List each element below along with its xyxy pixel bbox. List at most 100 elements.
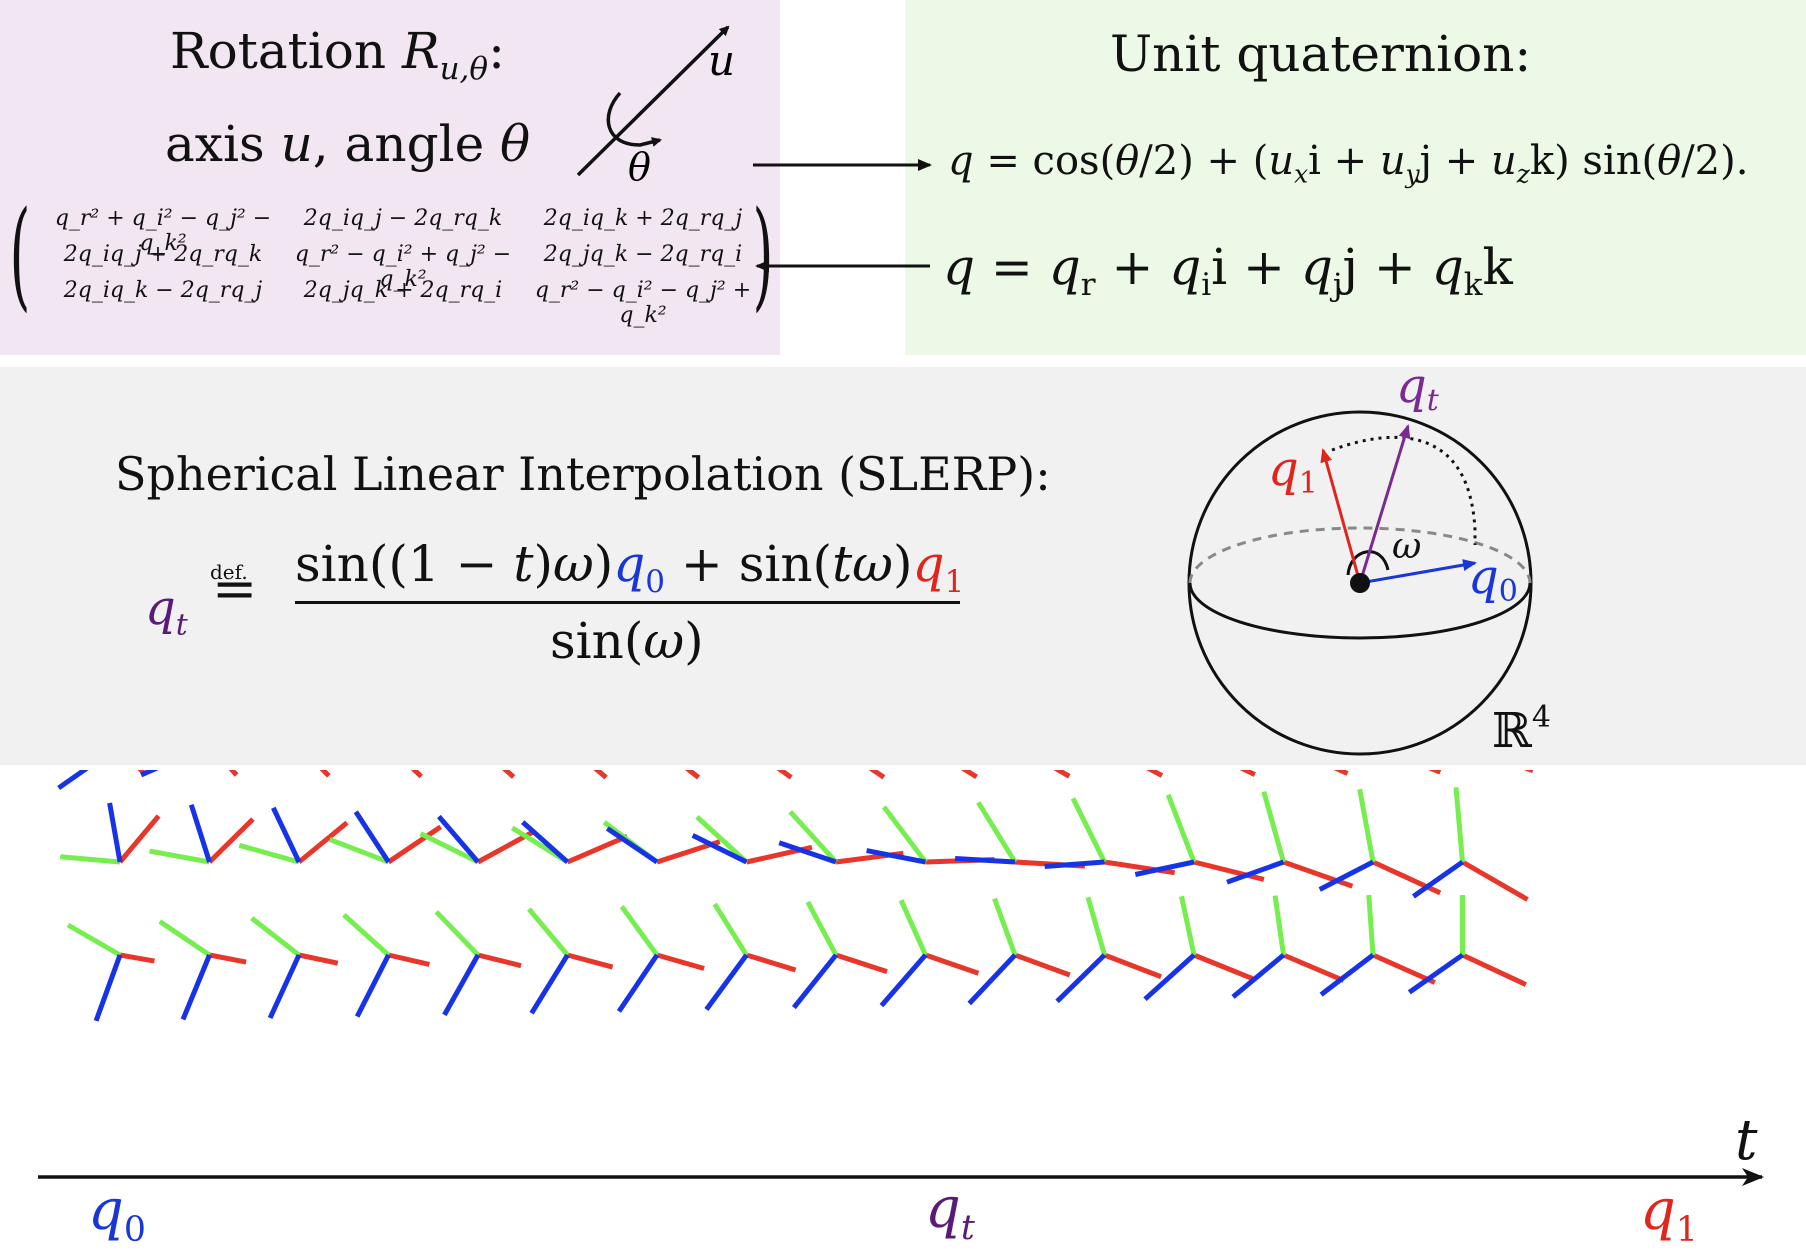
frame-axis-r (1146, 770, 1164, 778)
frame-axis-r (1103, 952, 1162, 980)
frame-axis-r (410, 770, 423, 779)
matrix-cell: 2q_jq_k + 2q_rq_i (303, 278, 503, 303)
sphere-center (1350, 573, 1370, 593)
frame-axis-b (704, 953, 749, 1011)
frame-axis-r (960, 770, 978, 780)
frame-axis-g (238, 842, 300, 865)
frame-axis-b (529, 953, 570, 1015)
frame-axis-g (250, 916, 301, 957)
frame-axis-r (118, 814, 161, 864)
frame-axis-g (59, 854, 121, 865)
mid-qt-label: qt (925, 1176, 975, 1249)
quaternion-components-equation: q = qr + qii + qjj + qkk (943, 238, 1513, 303)
frame-axis-g (992, 897, 1018, 956)
frame-axis-b (93, 954, 123, 1022)
frame-axis-b (437, 814, 480, 864)
frame-axis-r (119, 952, 155, 964)
frame-axis-b (1231, 953, 1286, 999)
frame-axis-r (319, 770, 331, 778)
matrix-left-paren: ( (9, 185, 31, 323)
frame-axis-r (924, 952, 980, 976)
slerp-panel (0, 367, 1806, 765)
frame-axis-b (354, 953, 391, 1018)
rotation-title: Rotation Ru,θ: (170, 22, 505, 87)
frame-axis-r (566, 834, 629, 865)
matrix-cell: 2q_iq_j + 2q_rq_k (63, 242, 263, 267)
frame-axis-g (149, 848, 210, 865)
frame-axis-b (967, 953, 1017, 1006)
frame-axis-b (57, 770, 89, 791)
frame-axis-b (267, 953, 302, 1020)
frame-axis-b (1411, 859, 1464, 899)
frame-axis-r (1193, 859, 1265, 882)
frame-axis-b (1044, 859, 1105, 869)
frame-axis-r (868, 770, 886, 780)
frame-axis-b (180, 954, 212, 1021)
frame-axis-r (1333, 770, 1349, 776)
frame-axis-r (684, 770, 701, 780)
quaternion-panel (905, 0, 1806, 355)
frame-axis-g (898, 899, 928, 957)
axis-u-label: u (708, 36, 735, 85)
frame-axis-g (1272, 895, 1286, 956)
frame-axis-b (691, 833, 748, 865)
frame-axis-b (879, 953, 928, 1008)
frame-axis-g (1179, 895, 1197, 956)
omega-angle-arc (1346, 550, 1390, 576)
frame-axis-r (1282, 859, 1354, 889)
frame-axis-b (107, 802, 123, 863)
frame-axis-b (866, 848, 926, 865)
frame-axis-r (228, 770, 239, 777)
omega-label: ω (1392, 526, 1421, 567)
frame-axis-r (745, 952, 797, 973)
end-q1-label: q1 (1640, 1178, 1698, 1250)
rotation-matrix: ( ) q_r² + q_i² − q_j² − q_k² 2q_iq_j − … (10, 194, 774, 328)
slerp-lhs: qt (145, 580, 188, 643)
matrix-cell: 2q_jq_k − 2q_rq_i (543, 242, 743, 267)
frame-axis-r (1239, 770, 1256, 777)
matrix-cell: 2q_iq_k + 2q_rq_j (543, 206, 743, 231)
frame-axis-b (1134, 859, 1195, 877)
frame-axis-g (1085, 896, 1107, 956)
frame-axis-b (605, 826, 659, 865)
frame-axis-b (188, 804, 212, 863)
frame-axis-r (593, 770, 608, 780)
rotation-subtitle: axis u, angle θ (165, 115, 531, 173)
start-q0-label: q0 (88, 1178, 146, 1250)
frame-axis-b (616, 953, 660, 1013)
frame-axis-b (778, 840, 837, 865)
frame-axis-b (1319, 953, 1375, 997)
slerp-denominator: sin(ω) (550, 612, 704, 670)
q1-label: q1 (1268, 441, 1318, 501)
frame-axis-b (521, 820, 570, 864)
frame-axis-r (1282, 952, 1345, 983)
frame-axis-g (712, 902, 749, 957)
frame-axis-r (835, 952, 888, 974)
time-axis-label: t (1735, 1108, 1758, 1173)
frame-axis-g (434, 910, 480, 957)
frame-axis-b (1407, 952, 1464, 995)
q1-vector (1320, 448, 1362, 584)
frame-interpolation-strip (38, 770, 1764, 1186)
frame-axis-g (1070, 797, 1107, 864)
slerp-def-equals: = (212, 557, 258, 620)
frame-axis-b (954, 856, 1016, 865)
frame-axis-b (442, 953, 481, 1017)
sphere-equator-front (1188, 582, 1532, 640)
frame-axis-r (1523, 770, 1534, 774)
frame-axis-b (791, 953, 838, 1010)
frame-axis-g (1453, 787, 1465, 863)
frame-axis-b (1055, 953, 1107, 1004)
space-r4-label: ℝ4 (1492, 700, 1551, 759)
frame-axis-b (271, 806, 302, 864)
frame-axis-r (477, 952, 522, 969)
frame-axis-g (342, 913, 391, 957)
frame-axis-g (1261, 791, 1286, 863)
matrix-row: 2q_iq_j + 2q_rq_k q_r² − q_i² + q_j² − q… (43, 242, 763, 292)
rotation-panel (0, 0, 780, 355)
frame-axis-b (1318, 859, 1375, 892)
frame-axis-r (297, 820, 349, 864)
matrix-cell: q_r² + q_i² − q_j² − q_k² (54, 206, 272, 256)
slerp-title: Spherical Linear Interpolation (SLERP): (115, 447, 1051, 501)
frame-axis-r (387, 952, 430, 967)
